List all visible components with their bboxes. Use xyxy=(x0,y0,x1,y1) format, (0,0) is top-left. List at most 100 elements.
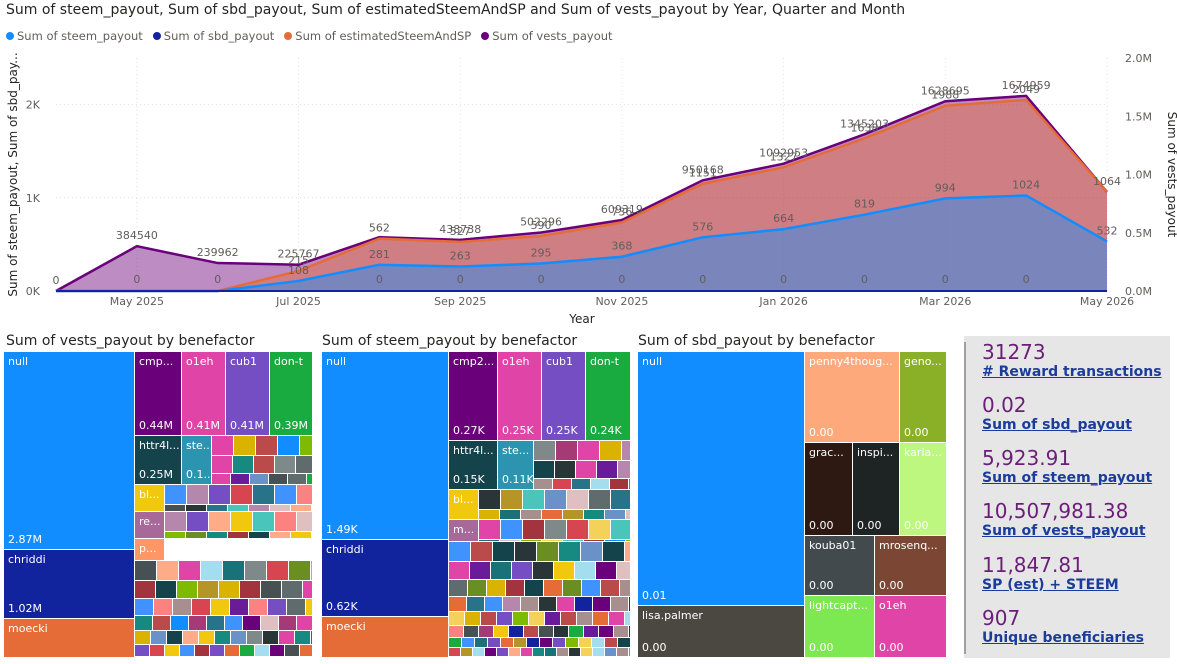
treemap-minor-cell[interactable] xyxy=(254,456,275,474)
treemap-minor-cell[interactable] xyxy=(183,631,199,645)
treemap-minor-cell[interactable] xyxy=(556,441,578,461)
treemap-minor-cell[interactable] xyxy=(626,540,631,542)
treemap-minor-cell[interactable] xyxy=(461,648,473,657)
treemap-minor-cell[interactable] xyxy=(539,657,549,658)
treemap-minor-cell[interactable] xyxy=(200,657,213,658)
treemap-minor-cell[interactable] xyxy=(596,562,617,580)
treemap-minor-cell[interactable] xyxy=(534,479,553,490)
treemap-minor-cell[interactable] xyxy=(479,490,501,510)
treemap-minor-cell[interactable] xyxy=(234,436,256,456)
treemap-minor-cell[interactable] xyxy=(618,461,631,479)
treemap-minor-cell[interactable] xyxy=(542,510,563,520)
treemap-minor-cell[interactable] xyxy=(584,540,605,542)
treemap-minor-cell[interactable] xyxy=(250,474,269,485)
treemap-minor-cell[interactable] xyxy=(278,657,291,658)
treemap-minor-cell[interactable] xyxy=(252,657,265,658)
treemap-minor-cell[interactable] xyxy=(449,657,459,658)
treemap-minor-cell[interactable] xyxy=(135,645,150,657)
treemap-minor-cell[interactable] xyxy=(589,490,611,510)
treemap-sbd[interactable]: null 0.01 lisa.palmer 0.00 penny4thoug... 0.0… xyxy=(638,352,947,658)
treemap-minor-cell[interactable] xyxy=(569,648,581,657)
treemap-cell-m-[interactable]: m... xyxy=(449,520,479,542)
treemap-minor-cell[interactable] xyxy=(249,505,270,512)
treemap-minor-cell[interactable] xyxy=(629,657,631,658)
treemap-minor-cell[interactable] xyxy=(189,616,207,631)
treemap-minor-cell[interactable] xyxy=(575,597,593,612)
treemap-minor-cell[interactable] xyxy=(135,599,154,616)
treemap-minor-cell[interactable] xyxy=(629,626,631,638)
treemap-minor-cell[interactable] xyxy=(151,631,167,645)
legend-item-sbd[interactable]: Sum of sbd_payout xyxy=(152,29,274,43)
treemap-cell-cmp2-[interactable]: cmp2... 0.27K xyxy=(449,352,498,441)
treemap-cell-don-t[interactable]: don-t 0.24K xyxy=(586,352,631,441)
treemap-minor-cell[interactable] xyxy=(506,580,525,597)
treemap-cell-kouba01[interactable]: kouba01 0.00 xyxy=(805,536,875,596)
treemap-minor-cell[interactable] xyxy=(226,657,239,658)
treemap-minor-cell[interactable] xyxy=(533,562,554,580)
treemap-minor-cell[interactable] xyxy=(575,562,596,580)
treemap-minor-cell[interactable] xyxy=(503,597,521,612)
treemap-minor-cell[interactable] xyxy=(233,456,254,474)
treemap-minor-cell[interactable] xyxy=(225,645,240,657)
treemap-minor-cell[interactable] xyxy=(544,580,563,597)
treemap-minor-cell[interactable] xyxy=(270,505,291,512)
treemap-minor-cell[interactable] xyxy=(174,657,187,658)
treemap-cell-null[interactable]: null 0.01 xyxy=(638,352,805,606)
treemap-minor-cell[interactable] xyxy=(513,612,529,626)
treemap-minor-cell[interactable] xyxy=(300,645,313,657)
treemap-minor-cell[interactable] xyxy=(521,597,539,612)
treemap-minor-cell[interactable] xyxy=(540,638,553,648)
treemap-minor-cell[interactable] xyxy=(231,485,253,505)
treemap-cell-null[interactable]: null 2.87M xyxy=(4,352,135,550)
treemap-minor-cell[interactable] xyxy=(545,648,557,657)
treemap-minor-cell[interactable] xyxy=(215,631,231,645)
treemap-minor-cell[interactable] xyxy=(465,612,481,626)
treemap-minor-cell[interactable] xyxy=(576,461,597,479)
treemap-minor-cell[interactable] xyxy=(481,612,497,626)
treemap-minor-cell[interactable] xyxy=(201,561,223,581)
treemap-minor-cell[interactable] xyxy=(626,510,631,520)
treemap-minor-cell[interactable] xyxy=(212,456,233,474)
treemap-minor-cell[interactable] xyxy=(135,581,156,599)
treemap-minor-cell[interactable] xyxy=(449,612,465,626)
treemap-minor-cell[interactable] xyxy=(601,580,620,597)
treemap-minor-cell[interactable] xyxy=(459,657,469,658)
treemap-minor-cell[interactable] xyxy=(553,479,572,490)
treemap-minor-cell[interactable] xyxy=(617,562,631,580)
treemap-minor-cell[interactable] xyxy=(228,532,249,539)
treemap-minor-cell[interactable] xyxy=(261,616,279,631)
treemap-minor-cell[interactable] xyxy=(312,505,313,512)
treemap-minor-cell[interactable] xyxy=(223,561,245,581)
treemap-minor-cell[interactable] xyxy=(285,645,300,657)
treemap-minor-cell[interactable] xyxy=(629,648,631,657)
treemap-minor-cell[interactable] xyxy=(282,581,303,599)
treemap-cell-null[interactable]: null 1.49K xyxy=(322,352,449,540)
treemap-minor-cell[interactable] xyxy=(210,645,225,657)
treemap-cell-lightcapt-[interactable]: lightcapt... 0.00 xyxy=(805,596,875,658)
treemap-minor-cell[interactable] xyxy=(209,512,231,532)
treemap-minor-cell[interactable] xyxy=(161,657,174,658)
treemap-minor-cell[interactable] xyxy=(592,638,605,648)
treemap-minor-cell[interactable] xyxy=(501,490,523,510)
treemap-minor-cell[interactable] xyxy=(311,631,313,645)
treemap-cell-cub1[interactable]: cub1 0.25K xyxy=(542,352,586,441)
treemap-minor-cell[interactable] xyxy=(291,657,304,658)
treemap-minor-cell[interactable] xyxy=(179,561,201,581)
treemap-minor-cell[interactable] xyxy=(614,626,629,638)
treemap-minor-cell[interactable] xyxy=(207,532,228,539)
treemap-minor-cell[interactable] xyxy=(231,631,247,645)
treemap-minor-cell[interactable] xyxy=(207,616,225,631)
treemap-minor-cell[interactable] xyxy=(489,657,499,658)
treemap-minor-cell[interactable] xyxy=(591,479,610,490)
treemap-minor-cell[interactable] xyxy=(494,626,509,638)
treemap-minor-cell[interactable] xyxy=(275,456,296,474)
treemap-minor-cell[interactable] xyxy=(288,474,307,485)
treemap-minor-cell[interactable] xyxy=(171,616,189,631)
treemap-cell-moecki[interactable]: moecki xyxy=(322,617,449,658)
treemap-minor-cell[interactable] xyxy=(209,485,231,505)
treemap-minor-cell[interactable] xyxy=(278,436,300,456)
treemap-minor-cell[interactable] xyxy=(275,512,297,532)
treemap-minor-cell[interactable] xyxy=(579,657,589,658)
treemap-minor-cell[interactable] xyxy=(566,638,579,648)
treemap-minor-cell[interactable] xyxy=(605,510,626,520)
